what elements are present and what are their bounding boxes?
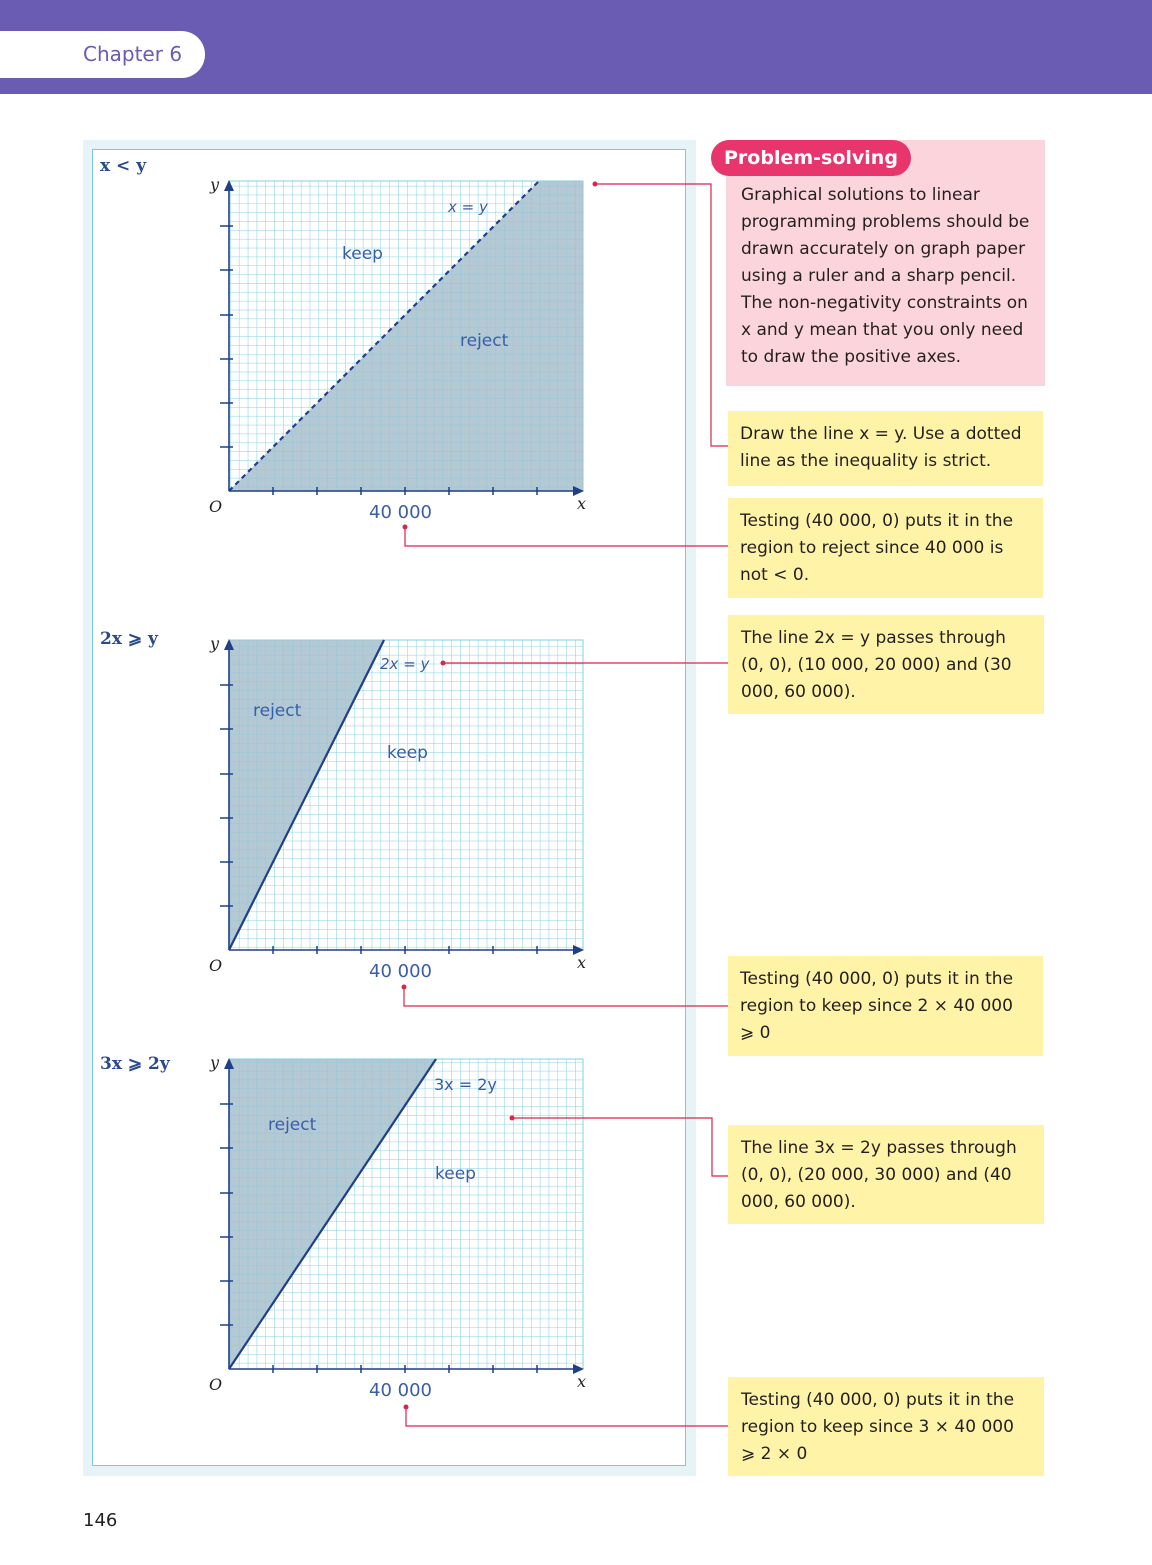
graph-2-ticks bbox=[220, 684, 538, 954]
graph-2-y-label: y bbox=[209, 634, 220, 653]
leader-lines bbox=[403, 183, 728, 1427]
note-box-5: The line 3x = 2y passes through (0, 0), … bbox=[728, 1125, 1044, 1224]
graph-3-keep-label: keep bbox=[435, 1164, 476, 1184]
graph-3-paper-overlay bbox=[229, 1059, 583, 1369]
graph-1-x-label: x bbox=[577, 494, 586, 513]
graph-1-keep-label: keep bbox=[342, 244, 383, 264]
graph-1-y-label: y bbox=[209, 175, 220, 194]
graph-3-reject-label: reject bbox=[268, 1115, 317, 1135]
inequality-2: 2x ⩾ y bbox=[100, 629, 158, 649]
note-box-3: The line 2x = y passes through (0, 0), (… bbox=[728, 615, 1044, 714]
note-text-1: Draw the line x = y. Use a dotted line a… bbox=[740, 424, 1022, 471]
graph-3-line bbox=[228, 1058, 437, 1370]
graph-1-line bbox=[228, 180, 540, 492]
problem-solving-tag: Problem-solving bbox=[711, 140, 911, 176]
graph-1-x-arrow bbox=[573, 486, 584, 496]
note-text-2: Testing (40 000, 0) puts it in the regio… bbox=[740, 511, 1014, 585]
note-box-2: Testing (40 000, 0) puts it in the regio… bbox=[728, 498, 1043, 598]
note-text-6: Testing (40 000, 0) puts it in the regio… bbox=[741, 1390, 1015, 1464]
note-box-4: Testing (40 000, 0) puts it in the regio… bbox=[728, 956, 1043, 1056]
page-number: 146 bbox=[83, 1510, 118, 1531]
graph-2-paper-overlay bbox=[229, 640, 583, 950]
graph-3-line-label: 3x = 2y bbox=[434, 1075, 497, 1094]
graph-3-x-arrow bbox=[573, 1364, 584, 1374]
graph-2-line-label: 2x = y bbox=[380, 655, 431, 673]
problem-solving-box: Graphical solutions to linear programmin… bbox=[726, 140, 1045, 386]
graph-1-y-arrow bbox=[224, 180, 234, 191]
leader-line-2 bbox=[404, 527, 728, 547]
graph-1-reject-label: reject bbox=[460, 331, 509, 351]
note-text-4: Testing (40 000, 0) puts it in the regio… bbox=[740, 969, 1014, 1043]
leader-line-6 bbox=[405, 1407, 728, 1427]
graph-3-y-arrow bbox=[224, 1058, 234, 1069]
inequality-1: x < y bbox=[100, 156, 147, 176]
graph-1: y x O 40 000 x = y keep reject bbox=[209, 175, 586, 523]
graph-2-x-tick-label: 40 000 bbox=[369, 961, 432, 982]
leader-line-4 bbox=[403, 987, 728, 1007]
graph-2-origin: O bbox=[209, 956, 222, 975]
graph-2-y-arrow bbox=[224, 639, 234, 650]
graph-1-paper-overlay bbox=[229, 181, 583, 491]
graph-1-x-tick-label: 40 000 bbox=[369, 502, 432, 523]
problem-solving-text: Graphical solutions to linear programmin… bbox=[741, 185, 1030, 367]
graph-2-line bbox=[228, 639, 385, 951]
graph-3-x-tick-label: 40 000 bbox=[369, 1380, 432, 1401]
leader-dots bbox=[401, 181, 598, 1410]
note-text-3: The line 2x = y passes through (0, 0), (… bbox=[741, 628, 1012, 702]
graph-2: y x O 40 000 2x = y reject keep bbox=[209, 634, 586, 982]
graph-2-x-label: x bbox=[577, 953, 586, 972]
leader-line-5 bbox=[512, 1117, 728, 1177]
graph-3-x-label: x bbox=[577, 1372, 586, 1391]
leader-line-1 bbox=[595, 183, 728, 447]
note-box-6: Testing (40 000, 0) puts it in the regio… bbox=[728, 1377, 1044, 1476]
graph-3-origin: O bbox=[209, 1375, 222, 1394]
graph-1-line-label: x = y bbox=[447, 198, 489, 216]
graph-3: y x O 40 000 3x = 2y reject keep bbox=[209, 1053, 586, 1401]
graph-3-y-label: y bbox=[209, 1053, 220, 1072]
inequality-3: 3x ⩾ 2y bbox=[100, 1054, 170, 1074]
graph-2-keep-label: keep bbox=[387, 743, 428, 763]
graph-1-origin: O bbox=[209, 497, 222, 516]
graph-1-ticks bbox=[220, 225, 538, 495]
graph-3-ticks bbox=[220, 1103, 538, 1373]
graph-2-reject-label: reject bbox=[253, 701, 302, 721]
note-text-5: The line 3x = 2y passes through (0, 0), … bbox=[741, 1138, 1017, 1212]
chapter-label: Chapter 6 bbox=[83, 42, 183, 66]
chapter-tab bbox=[0, 31, 205, 78]
note-box-1: Draw the line x = y. Use a dotted line a… bbox=[728, 411, 1043, 486]
graph-2-x-arrow bbox=[573, 945, 584, 955]
